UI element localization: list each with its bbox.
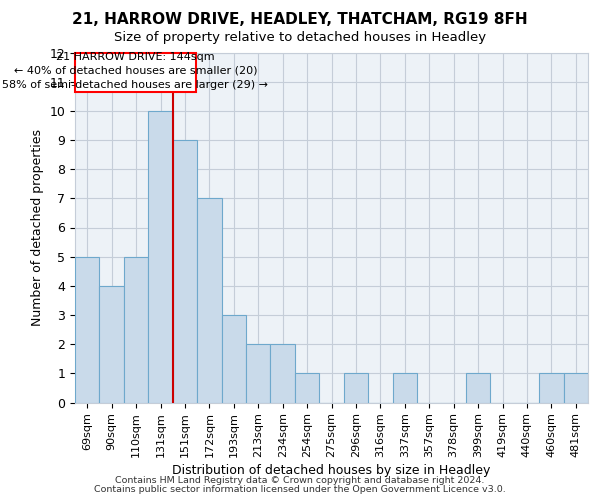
Bar <box>221 315 246 402</box>
Bar <box>295 374 319 402</box>
Bar <box>344 374 368 402</box>
Text: Size of property relative to detached houses in Headley: Size of property relative to detached ho… <box>114 31 486 44</box>
Bar <box>392 374 417 402</box>
Bar <box>466 374 490 402</box>
Bar <box>124 256 148 402</box>
Bar <box>100 286 124 403</box>
Text: Contains HM Land Registry data © Crown copyright and database right 2024.: Contains HM Land Registry data © Crown c… <box>115 476 485 485</box>
Bar <box>563 374 588 402</box>
Text: 21, HARROW DRIVE, HEADLEY, THATCHAM, RG19 8FH: 21, HARROW DRIVE, HEADLEY, THATCHAM, RG1… <box>72 12 528 28</box>
Bar <box>539 374 563 402</box>
Text: Contains public sector information licensed under the Open Government Licence v3: Contains public sector information licen… <box>94 485 506 494</box>
Y-axis label: Number of detached properties: Number of detached properties <box>31 129 44 326</box>
Bar <box>148 111 173 403</box>
X-axis label: Distribution of detached houses by size in Headley: Distribution of detached houses by size … <box>172 464 491 477</box>
Bar <box>75 256 100 402</box>
Bar <box>197 198 221 402</box>
FancyBboxPatch shape <box>75 52 196 92</box>
Bar <box>173 140 197 402</box>
Text: 21 HARROW DRIVE: 144sqm
← 40% of detached houses are smaller (20)
58% of semi-de: 21 HARROW DRIVE: 144sqm ← 40% of detache… <box>2 52 268 90</box>
Bar <box>246 344 271 403</box>
Bar <box>271 344 295 403</box>
